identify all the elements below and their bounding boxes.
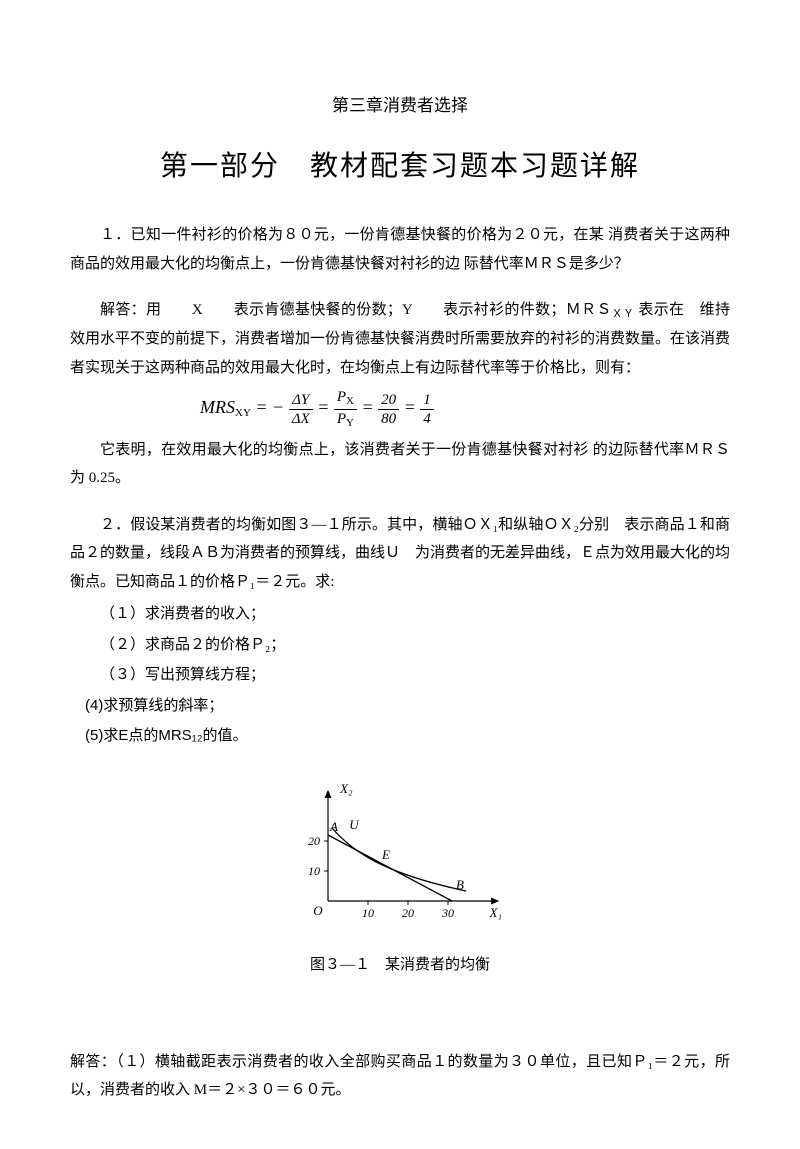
f4d: 4 xyxy=(420,410,434,428)
figure-3-1: 10 20 30 10 20 O X₁ X₂ AU E B 图３—１ 某消费者的均衡 xyxy=(70,773,730,980)
answer-1-conclusion: 它表明，在效用最大化的均衡点上，该消费者关于一份肯德基快餐对衬衫 的边际替代率Ｍ… xyxy=(70,436,730,493)
f2n: P xyxy=(337,389,346,405)
subq-4: (4)求预算线的斜率； xyxy=(70,692,730,721)
answer-1: 解答：用 X 表示肯德基快餐的份数；Y 表示衬衫的件数；ＭＲＳＸＹ 表示在 维持… xyxy=(70,296,730,382)
section-title: 第一部分 教材配套习题本习题详解 xyxy=(70,140,730,193)
mrs-formula: MRSXY = − ΔYΔX = PXPY = 2080 = 14 xyxy=(70,388,730,429)
subq-1: （１）求消费者的收入； xyxy=(70,600,730,629)
figure-caption: 图３—１ 某消费者的均衡 xyxy=(70,951,730,980)
question-1: １．已知一件衬衫的价格为８０元，一份肯德基快餐的价格为２０元，在某 消费者关于这… xyxy=(70,221,730,278)
f-eq1: = − xyxy=(255,397,284,417)
answer-2: 解答：（１）横轴截距表示消费者的收入全部购买商品１的数量为３０单位，且已知Ｐ₁＝… xyxy=(70,1048,730,1105)
sub-xy: ＸＹ xyxy=(612,308,635,320)
question-2: ２．假设某消费者的均衡如图３—１所示。其中，横轴ＯＸ₁和纵轴ＯＸ₂分别 表示商品… xyxy=(70,511,730,597)
svg-text:A: A xyxy=(329,819,338,834)
f-lhs: MRS xyxy=(200,397,235,417)
answer-1a: 解答：用 X 表示肯德基快餐的份数；Y 表示衬衫的件数；ＭＲＳ xyxy=(100,302,612,318)
f2ds: Y xyxy=(346,417,354,429)
f2d: P xyxy=(337,411,346,427)
svg-text:30: 30 xyxy=(441,906,454,920)
svg-text:20: 20 xyxy=(308,834,320,848)
equilibrium-chart: 10 20 30 10 20 O X₁ X₂ AU E B xyxy=(290,773,510,933)
svg-text:X₁: X₁ xyxy=(489,905,502,920)
f4n: 1 xyxy=(420,391,434,410)
svg-text:B: B xyxy=(456,877,464,892)
svg-text:20: 20 xyxy=(402,906,414,920)
f3d: 80 xyxy=(378,410,399,428)
subq-3: （３）写出预算线方程； xyxy=(70,661,730,690)
svg-text:10: 10 xyxy=(362,906,374,920)
svg-text:E: E xyxy=(381,847,390,862)
svg-text:X₂: X₂ xyxy=(339,781,353,796)
f3n: 20 xyxy=(378,391,399,410)
subq-5: (5)求E点的MRS₁₂的值。 xyxy=(70,722,730,751)
f1n: ΔY xyxy=(289,391,313,410)
chapter-label: 第三章消费者选择 xyxy=(70,90,730,122)
page: 第三章消费者选择 第一部分 教材配套习题本习题详解 １．已知一件衬衫的价格为８０… xyxy=(0,0,800,1149)
svg-text:O: O xyxy=(313,903,323,918)
f-lhs-sub: XY xyxy=(235,407,251,419)
f1d: ΔX xyxy=(289,410,313,428)
f2ns: X xyxy=(346,395,354,407)
subq-2: （２）求商品２的价格Ｐ₂； xyxy=(70,631,730,660)
svg-text:U: U xyxy=(349,817,360,832)
svg-text:10: 10 xyxy=(308,864,320,878)
